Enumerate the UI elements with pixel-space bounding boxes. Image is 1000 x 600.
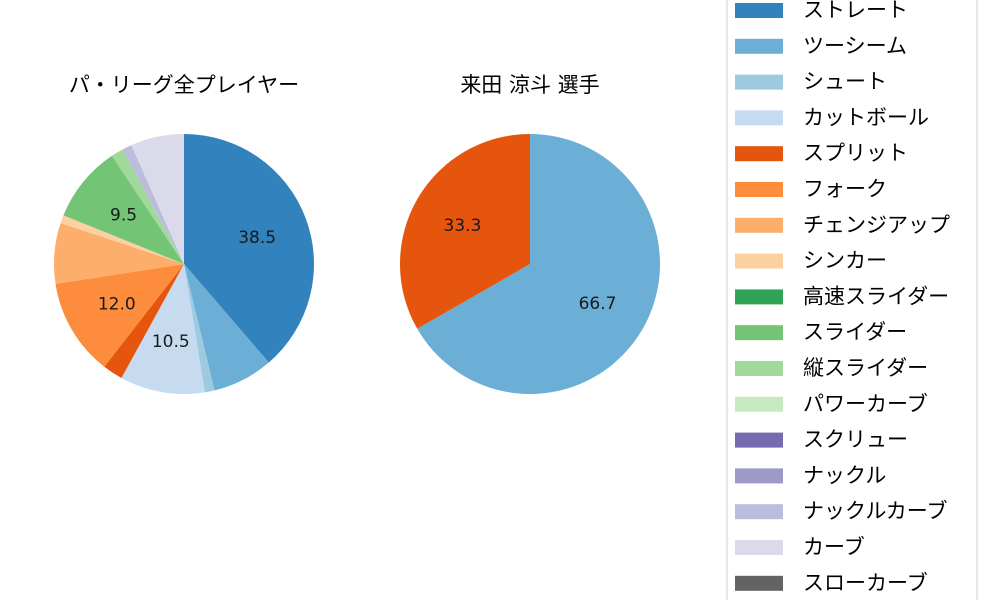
legend: ストレートツーシームシュートカットボールスプリットフォークチェンジアップシンカー… xyxy=(726,0,978,600)
legend-label-14: ナックルカーブ xyxy=(803,499,947,523)
legend-swatch-0 xyxy=(735,3,783,18)
legend-label-13: ナックル xyxy=(803,463,886,487)
pie-2-title: 来田 涼斗 選手 xyxy=(460,73,599,97)
pie-1-slices: 38.5 10.5 12.0 9.5 xyxy=(53,134,314,394)
legend-label-9: スライダー xyxy=(803,320,907,344)
legend-swatch-12 xyxy=(735,432,783,448)
legend-swatch-15 xyxy=(735,540,783,555)
legend-label-6: チェンジアップ xyxy=(803,213,950,237)
legend-label-0: ストレート xyxy=(803,0,908,22)
pie-1-slice-3-label: 10.5 xyxy=(152,332,190,352)
legend-swatch-13 xyxy=(735,468,783,484)
legend-swatch-5 xyxy=(735,182,783,197)
legend-swatch-14 xyxy=(735,504,783,520)
pie-1-slice-0-label: 38.5 xyxy=(238,228,276,248)
pie-1-slice-15 xyxy=(131,134,184,264)
legend-label-10: 縦スライダー xyxy=(803,356,928,380)
legend-swatch-10 xyxy=(735,361,783,376)
legend-label-2: シュート xyxy=(803,70,887,94)
legend-label-4: スプリット xyxy=(803,141,908,165)
legend-swatch-2 xyxy=(735,74,783,90)
pie-1-slice-9 xyxy=(63,155,184,264)
legend-swatch-7 xyxy=(735,253,783,269)
pie-1-slice-10 xyxy=(111,149,184,264)
pie-2-slice-1 xyxy=(400,133,531,329)
pie-1-slice-4 xyxy=(104,264,184,378)
legend-swatch-6 xyxy=(735,217,783,233)
pie-1-slice-3 xyxy=(121,264,205,394)
pie-1-slice-7 xyxy=(60,215,185,264)
pie-2-slice-0 xyxy=(417,134,661,394)
pie-1-slice-2 xyxy=(184,264,215,393)
legend-swatch-11 xyxy=(735,396,783,412)
pie-1-slice-14 xyxy=(122,145,184,264)
legend-label-16: スローカーブ xyxy=(803,571,928,595)
legend-swatch-4 xyxy=(735,146,783,162)
legend-swatch-8 xyxy=(735,289,783,305)
pie-1-slice-6 xyxy=(53,223,184,284)
legend-swatch-16 xyxy=(735,575,783,591)
legend-label-1: ツーシーム xyxy=(803,34,907,58)
pie-1-slice-0 xyxy=(184,134,314,363)
pie-2-slice-0-label: 66.7 xyxy=(579,294,617,314)
pie-2-slices: 66.7 33.3 xyxy=(400,133,661,394)
pie-1-title: パ・リーグ全プレイヤー xyxy=(69,73,299,97)
legend-swatch-3 xyxy=(735,110,783,126)
legend-swatch-9 xyxy=(735,325,783,341)
legend-label-7: シンカー xyxy=(803,249,887,273)
legend-label-15: カーブ xyxy=(803,535,865,559)
legend-label-5: フォーク xyxy=(803,177,887,201)
pie-1-slice-5 xyxy=(55,264,184,367)
pie-1-slice-5-label: 12.0 xyxy=(98,295,136,315)
legend-label-12: スクリュー xyxy=(803,428,908,452)
legend-label-3: カットボール xyxy=(803,105,929,129)
pie-1-slice-1 xyxy=(184,264,269,391)
legend-label-8: 高速スライダー xyxy=(803,284,949,308)
pie-1-slice-9-label: 9.5 xyxy=(110,206,137,226)
legend-swatch-1 xyxy=(735,38,783,54)
legend-label-11: パワーカーブ xyxy=(803,392,928,416)
pie-2-slice-1-label: 33.3 xyxy=(444,216,482,236)
